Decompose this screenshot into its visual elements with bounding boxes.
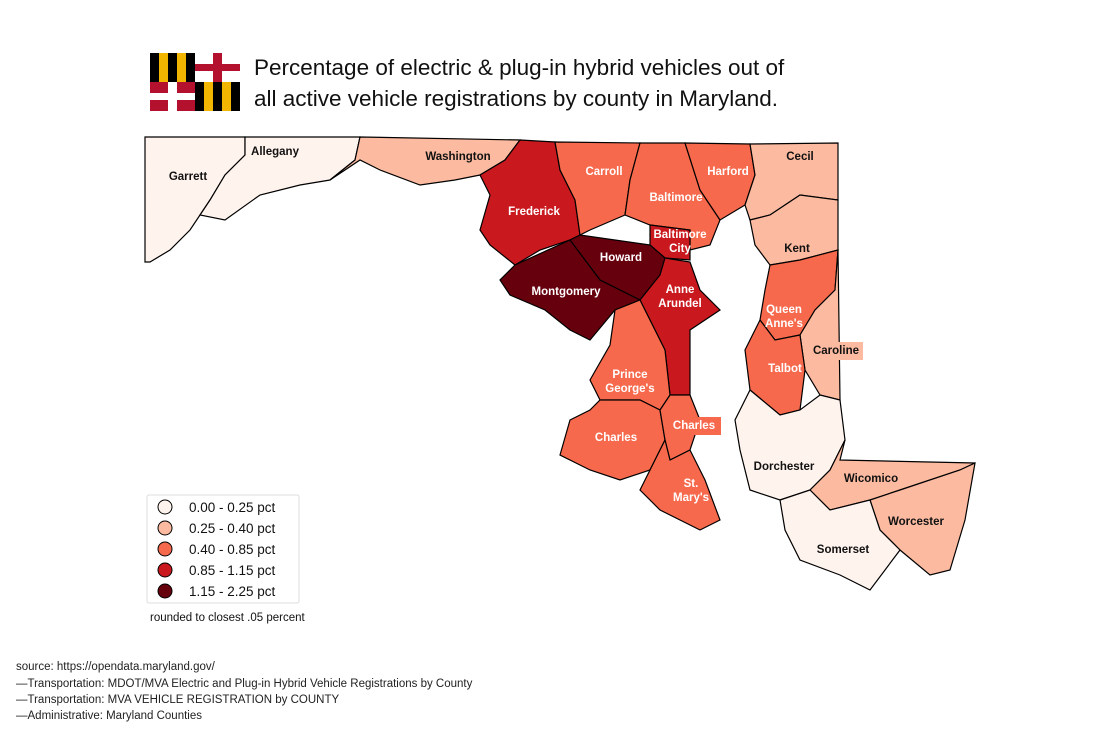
- source-line: —Transportation: MVA VEHICLE REGISTRATIO…: [16, 694, 339, 706]
- flag: [150, 53, 240, 111]
- county-label: Carroll: [585, 166, 622, 178]
- label-box: [809, 342, 863, 360]
- county-labels: Garrett Allegany Washington Frederick Carrol…: [168, 145, 946, 558]
- county-label: Garrett: [169, 171, 208, 183]
- county-label: Howard: [600, 252, 642, 264]
- source-line: —Administrative: Maryland Counties: [16, 710, 202, 722]
- legend-label: 0.85 - 1.15 pct: [189, 563, 276, 578]
- county: [649, 224, 691, 261]
- county-label: Frederick: [508, 206, 560, 218]
- legend: 0.00 - 0.25 pct 0.25 - 0.40 pct 0.40 - 0.8…: [146, 494, 300, 604]
- county-label: Kent: [784, 243, 810, 255]
- county-label: City: [669, 243, 691, 255]
- legend-swatch: [157, 583, 173, 599]
- county-label: Charles: [673, 420, 715, 432]
- county-label: Dorchester: [754, 461, 815, 473]
- counties: [144, 136, 976, 591]
- county-label: Worcester: [888, 516, 945, 528]
- legend-label: 0.40 - 0.85 pct: [189, 542, 276, 557]
- legend-label: 0.25 - 0.40 pct: [189, 521, 276, 536]
- county-label: Arundel: [658, 298, 701, 310]
- legend-swatch: [157, 520, 173, 536]
- legend-swatch: [157, 499, 173, 515]
- county-label: Charles: [595, 432, 637, 444]
- legend-label: 1.15 - 2.25 pct: [189, 584, 276, 599]
- legend-swatch: [157, 562, 173, 578]
- label-box: [667, 417, 721, 435]
- county-label: Mary's: [673, 492, 709, 504]
- county-label: Anne: [666, 284, 695, 296]
- county: [639, 438, 721, 531]
- county-label: George's: [605, 383, 654, 395]
- county-label: Queen: [766, 304, 802, 316]
- county-label: Montgomery: [532, 286, 602, 298]
- legend-note: rounded to closest .05 percent: [150, 612, 306, 624]
- county-label: Baltimore: [649, 192, 702, 204]
- county-label: Anne's: [765, 318, 803, 330]
- county-label: Cecil: [786, 151, 814, 163]
- county-label: Baltimore: [653, 229, 706, 241]
- source-line: —Transportation: MDOT/MVA Electric and P…: [16, 678, 473, 690]
- county: [559, 399, 666, 481]
- county-label: Wicomico: [844, 473, 898, 485]
- county-label: St.: [684, 478, 699, 490]
- county-label: Talbot: [768, 363, 802, 375]
- legend-label: 0.00 - 0.25 pct: [189, 500, 276, 515]
- county: [779, 489, 901, 591]
- county: [499, 239, 642, 341]
- county-label: Somerset: [817, 544, 870, 556]
- title-line: Percentage of electric & plug-in hybrid …: [254, 55, 785, 80]
- county-label: Prince: [612, 369, 647, 381]
- county-label: Allegany: [251, 146, 300, 158]
- source-heading: source: https://opendata.maryland.gov/: [16, 661, 216, 673]
- county-label: Caroline: [813, 345, 859, 357]
- county-label: Harford: [707, 166, 749, 178]
- source: source: https://opendata.maryland.gov/ —…: [16, 661, 473, 722]
- county-label: Washington: [425, 151, 490, 163]
- title-line: all active vehicle registrations by coun…: [254, 86, 778, 111]
- legend-swatch: [157, 541, 173, 557]
